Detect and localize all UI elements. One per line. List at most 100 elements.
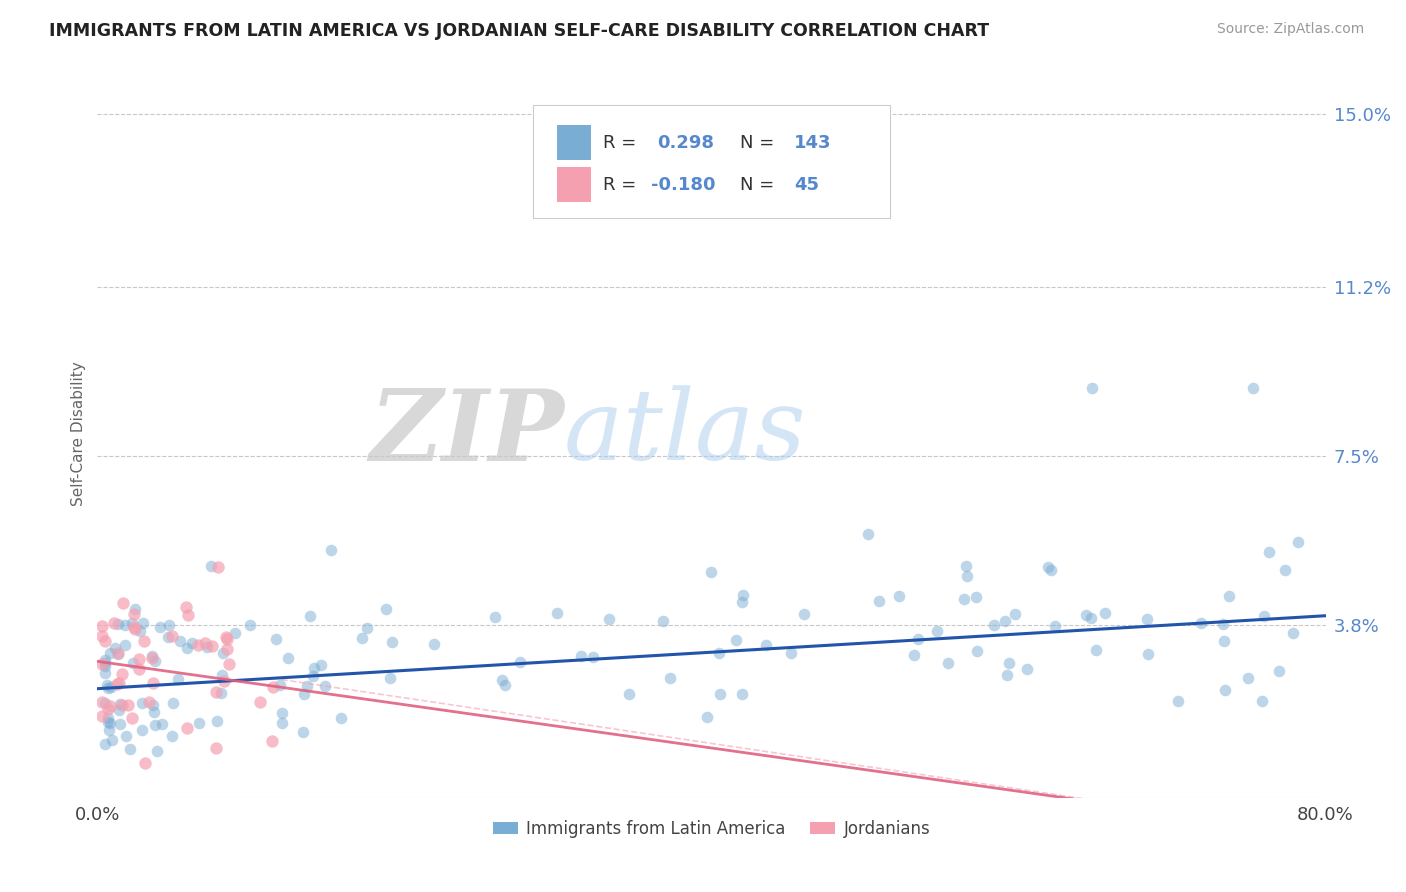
Point [162,729,184,743]
Point [212,673,235,688]
Point [907,632,929,647]
Legend: Immigrants from Latin America, Jordanians: Immigrants from Latin America, Jordanian… [486,814,936,845]
Point [1218,590,1240,604]
Text: R =: R = [603,134,643,152]
Text: atlas: atlas [564,385,807,481]
Y-axis label: Self-Care Disability: Self-Care Disability [72,361,86,506]
Point [187,638,209,652]
Point [103,640,125,655]
Point [484,610,506,624]
Point [97,723,120,737]
Point [700,565,723,579]
Point [205,685,228,699]
Point [91,657,114,672]
Point [1213,633,1236,648]
Point [100,681,122,695]
Point [107,616,129,631]
Point [319,543,342,558]
Point [1237,671,1260,685]
Point [965,590,987,604]
Point [98,716,121,731]
Point [936,656,959,670]
Point [1084,642,1107,657]
Point [132,615,155,630]
Point [91,619,114,633]
Point [218,657,240,672]
Point [122,607,145,621]
Point [187,716,209,731]
Point [111,698,134,712]
Point [200,559,222,574]
Point [725,633,748,648]
Point [143,654,166,668]
Point [107,703,129,717]
Point [146,744,169,758]
Point [494,678,516,692]
Point [709,687,731,701]
Point [142,698,165,712]
Point [103,615,125,630]
Point [174,599,197,614]
Point [1039,563,1062,577]
Point [122,620,145,634]
Point [91,629,114,643]
Point [107,646,129,660]
Point [995,668,1018,682]
Point [94,659,117,673]
Point [998,657,1021,671]
Text: 0.298: 0.298 [658,134,714,152]
Point [330,711,353,725]
Point [309,658,332,673]
Point [314,679,336,693]
Point [955,558,977,573]
Point [97,711,120,725]
Point [292,725,315,739]
Point [374,601,396,615]
Point [1274,563,1296,577]
Point [96,678,118,692]
Point [124,601,146,615]
Point [1258,545,1281,559]
Point [1282,626,1305,640]
Point [262,734,284,748]
Point [98,646,121,660]
Point [780,646,803,660]
Point [856,527,879,541]
Point [111,666,134,681]
Point [118,742,141,756]
Point [205,740,228,755]
Point [224,625,246,640]
Point [134,756,156,770]
Point [1043,619,1066,633]
Point [249,695,271,709]
Text: ZIP: ZIP [368,385,564,482]
Point [598,611,620,625]
Point [1136,612,1159,626]
Point [209,686,232,700]
Point [1081,381,1104,395]
Point [142,675,165,690]
Point [150,717,173,731]
Point [582,649,605,664]
Point [509,655,531,669]
Point [1241,381,1264,395]
Point [546,606,568,620]
Point [696,709,718,723]
Point [271,716,294,731]
Point [176,608,198,623]
Point [1015,662,1038,676]
Point [1004,607,1026,621]
Point [1212,616,1234,631]
Point [491,673,513,688]
Point [157,618,180,632]
Point [114,617,136,632]
Point [141,648,163,663]
FancyBboxPatch shape [533,105,890,218]
Point [101,733,124,747]
Point [994,614,1017,628]
Point [94,653,117,667]
Bar [557,168,591,202]
Point [94,656,117,670]
Point [108,676,131,690]
Point [117,698,139,713]
